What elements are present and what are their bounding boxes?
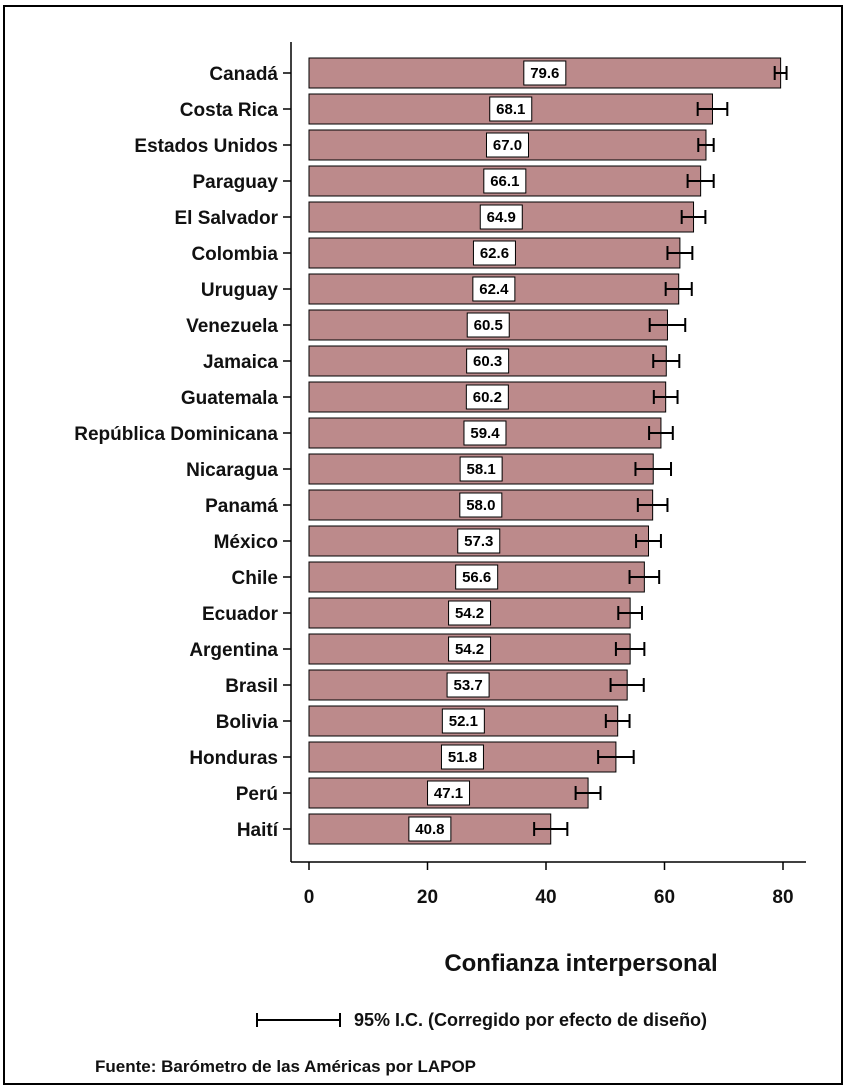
data-label-box <box>463 420 507 446</box>
data-label-box <box>455 564 499 590</box>
category-label: Argentina <box>189 640 278 661</box>
data-label: 57.3 <box>464 533 493 550</box>
x-tick-label: 0 <box>304 887 315 908</box>
data-label: 58.1 <box>467 461 496 478</box>
data-label-box <box>466 348 510 374</box>
data-label: 62.4 <box>479 281 509 298</box>
category-label: Guatemala <box>181 388 279 409</box>
data-label: 62.6 <box>480 245 509 262</box>
data-label-box <box>441 708 485 734</box>
data-label: 47.1 <box>434 785 463 802</box>
category-label: Canadá <box>209 64 278 85</box>
data-label: 60.3 <box>473 353 502 370</box>
data-label: 60.5 <box>474 317 503 334</box>
x-tick-label: 40 <box>535 887 556 908</box>
legend-label: 95% I.C. (Corregido por efecto de diseño… <box>354 1010 707 1030</box>
source-note: Fuente: Barómetro de las Américas por LA… <box>95 1057 476 1076</box>
data-label: 67.0 <box>493 137 522 154</box>
data-label-box <box>472 276 516 302</box>
data-label-box <box>448 600 492 626</box>
category-label: Estados Unidos <box>134 136 278 157</box>
data-label-box <box>427 780 471 806</box>
category-label: Ecuador <box>202 604 279 625</box>
data-label-box <box>489 96 533 122</box>
data-label: 54.2 <box>455 605 484 622</box>
category-label: Colombia <box>191 244 278 265</box>
data-label: 64.9 <box>487 209 516 226</box>
category-label: Nicaragua <box>186 460 278 481</box>
x-tick-label: 20 <box>417 887 438 908</box>
x-axis-title: Confianza interpersonal <box>444 950 717 977</box>
category-label: Paraguay <box>192 172 278 193</box>
category-label: Chile <box>232 568 278 589</box>
category-label: Costa Rica <box>180 100 279 121</box>
data-label-box <box>523 60 567 86</box>
category-label: Uruguay <box>201 280 279 301</box>
data-label-box <box>465 384 509 410</box>
data-label: 54.2 <box>455 641 484 658</box>
data-label: 60.2 <box>473 389 502 406</box>
category-label: Haití <box>237 820 279 841</box>
data-label-box <box>448 636 492 662</box>
data-label-box <box>485 132 529 158</box>
data-label-box <box>440 744 484 770</box>
axes: 0 20 40 60 80 <box>283 42 806 908</box>
data-label-box <box>457 528 501 554</box>
data-label-box <box>479 204 523 230</box>
labels: Canadá 79.6 Costa Rica 68.1 Estados Unidos 67… <box>74 60 567 842</box>
data-label: 59.4 <box>470 425 500 442</box>
data-label: 68.1 <box>496 101 525 118</box>
data-label-box <box>483 168 527 194</box>
category-label: Brasil <box>225 676 278 697</box>
data-label-box <box>408 816 452 842</box>
data-label-box <box>466 312 510 338</box>
bars <box>308 57 788 845</box>
category-label: Jamaica <box>203 352 278 373</box>
category-label: México <box>214 532 278 553</box>
data-label-box <box>459 492 503 518</box>
data-label: 58.0 <box>466 497 495 514</box>
data-label: 52.1 <box>449 713 478 730</box>
data-label: 51.8 <box>448 749 477 766</box>
data-label: 66.1 <box>490 173 519 190</box>
data-label-box <box>446 672 490 698</box>
legend: 95% I.C. (Corregido por efecto de diseño… <box>256 1010 707 1030</box>
data-label-box <box>472 240 516 266</box>
category-label: República Dominicana <box>74 424 278 445</box>
data-label: 56.6 <box>462 569 491 586</box>
data-label: 53.7 <box>453 677 482 694</box>
category-label: El Salvador <box>175 208 279 229</box>
category-label: Honduras <box>189 748 278 769</box>
data-label: 79.6 <box>530 65 559 82</box>
x-tick-label: 60 <box>654 887 675 908</box>
x-tick-label: 80 <box>772 887 793 908</box>
chart-frame <box>3 5 843 1085</box>
category-label: Perú <box>236 784 278 805</box>
category-label: Bolivia <box>216 712 279 733</box>
data-label-box <box>459 456 503 482</box>
data-label: 40.8 <box>415 821 444 838</box>
category-label: Panamá <box>205 496 278 517</box>
category-label: Venezuela <box>186 316 278 337</box>
